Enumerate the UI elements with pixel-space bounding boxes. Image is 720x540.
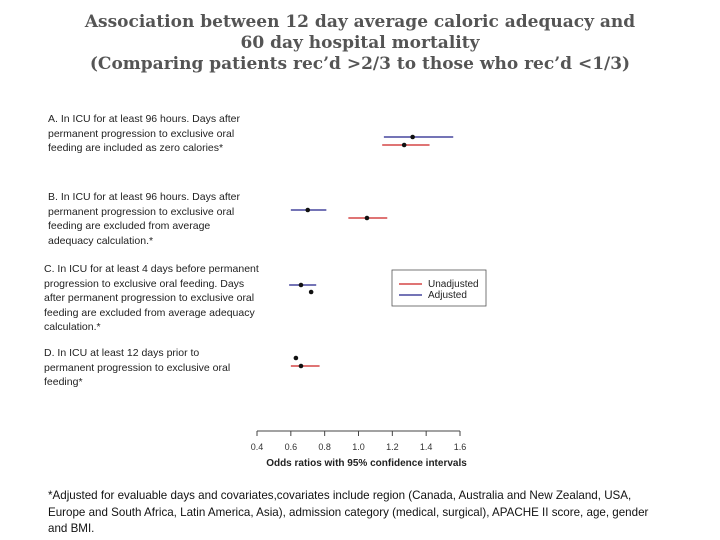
panel-c-label: C. In ICU for at least 4 days before per…	[44, 262, 259, 335]
x-axis-label: Odds ratios with 95% confidence interval…	[266, 458, 467, 469]
panel-d-text: . In ICU at least 12 days prior to perma…	[44, 347, 231, 388]
point-estimate-a-adjusted	[410, 134, 415, 140]
legend-label-adjusted: Adjusted	[428, 290, 467, 301]
panel-a-text: . In ICU for at least 96 hours. Days aft…	[48, 113, 241, 154]
point-estimate-b-adjusted	[305, 207, 311, 213]
chart-title: Association between 12 day average calor…	[60, 12, 660, 75]
panel-a-label: A. In ICU for at least 96 hours. Days af…	[48, 112, 243, 156]
point-estimate-b-unadjusted	[364, 215, 370, 221]
x-tick-label: 1.2	[386, 442, 399, 452]
panel-b-letter: B	[48, 191, 56, 203]
panel-d-label: D. In ICU at least 12 days prior to perm…	[44, 346, 249, 390]
title-line-2: 60 day hospital mortality	[240, 33, 480, 53]
legend: Unadjusted Adjusted	[391, 269, 487, 307]
panel-b-label: B. In ICU for at least 96 hours. Days af…	[48, 190, 243, 248]
point-estimate-c-adjusted	[298, 282, 304, 288]
legend-label-unadjusted: Unadjusted	[428, 279, 479, 290]
x-tick-label: 1.0	[352, 442, 365, 452]
panel-b-text: . In ICU for at least 96 hours. Days aft…	[48, 191, 241, 247]
footnote: *Adjusted for evaluable days and covaria…	[48, 489, 649, 535]
point-estimate-c-unadjusted	[308, 289, 314, 295]
point-estimate-d-adjusted	[293, 355, 299, 361]
x-tick-label: 1.6	[454, 442, 467, 452]
x-tick-label: 1.4	[420, 442, 433, 452]
panel-d-letter: D	[44, 347, 52, 359]
point-estimate-a-unadjusted	[401, 142, 407, 148]
panel-c-letter: C	[44, 263, 52, 275]
panel-a-letter: A	[48, 113, 56, 125]
x-tick-label: 0.8	[318, 442, 331, 452]
legend-box	[391, 269, 487, 307]
panel-c-text: . In ICU for at least 4 days before perm…	[44, 263, 259, 333]
title-line-3: (Comparing patients rec’d >2/3 to those …	[89, 54, 631, 74]
x-tick-label: 0.4	[251, 442, 264, 452]
x-tick-label: 0.6	[285, 442, 298, 452]
title-line-1: Association between 12 day average calor…	[84, 12, 636, 32]
point-estimate-d-unadjusted	[298, 363, 304, 369]
